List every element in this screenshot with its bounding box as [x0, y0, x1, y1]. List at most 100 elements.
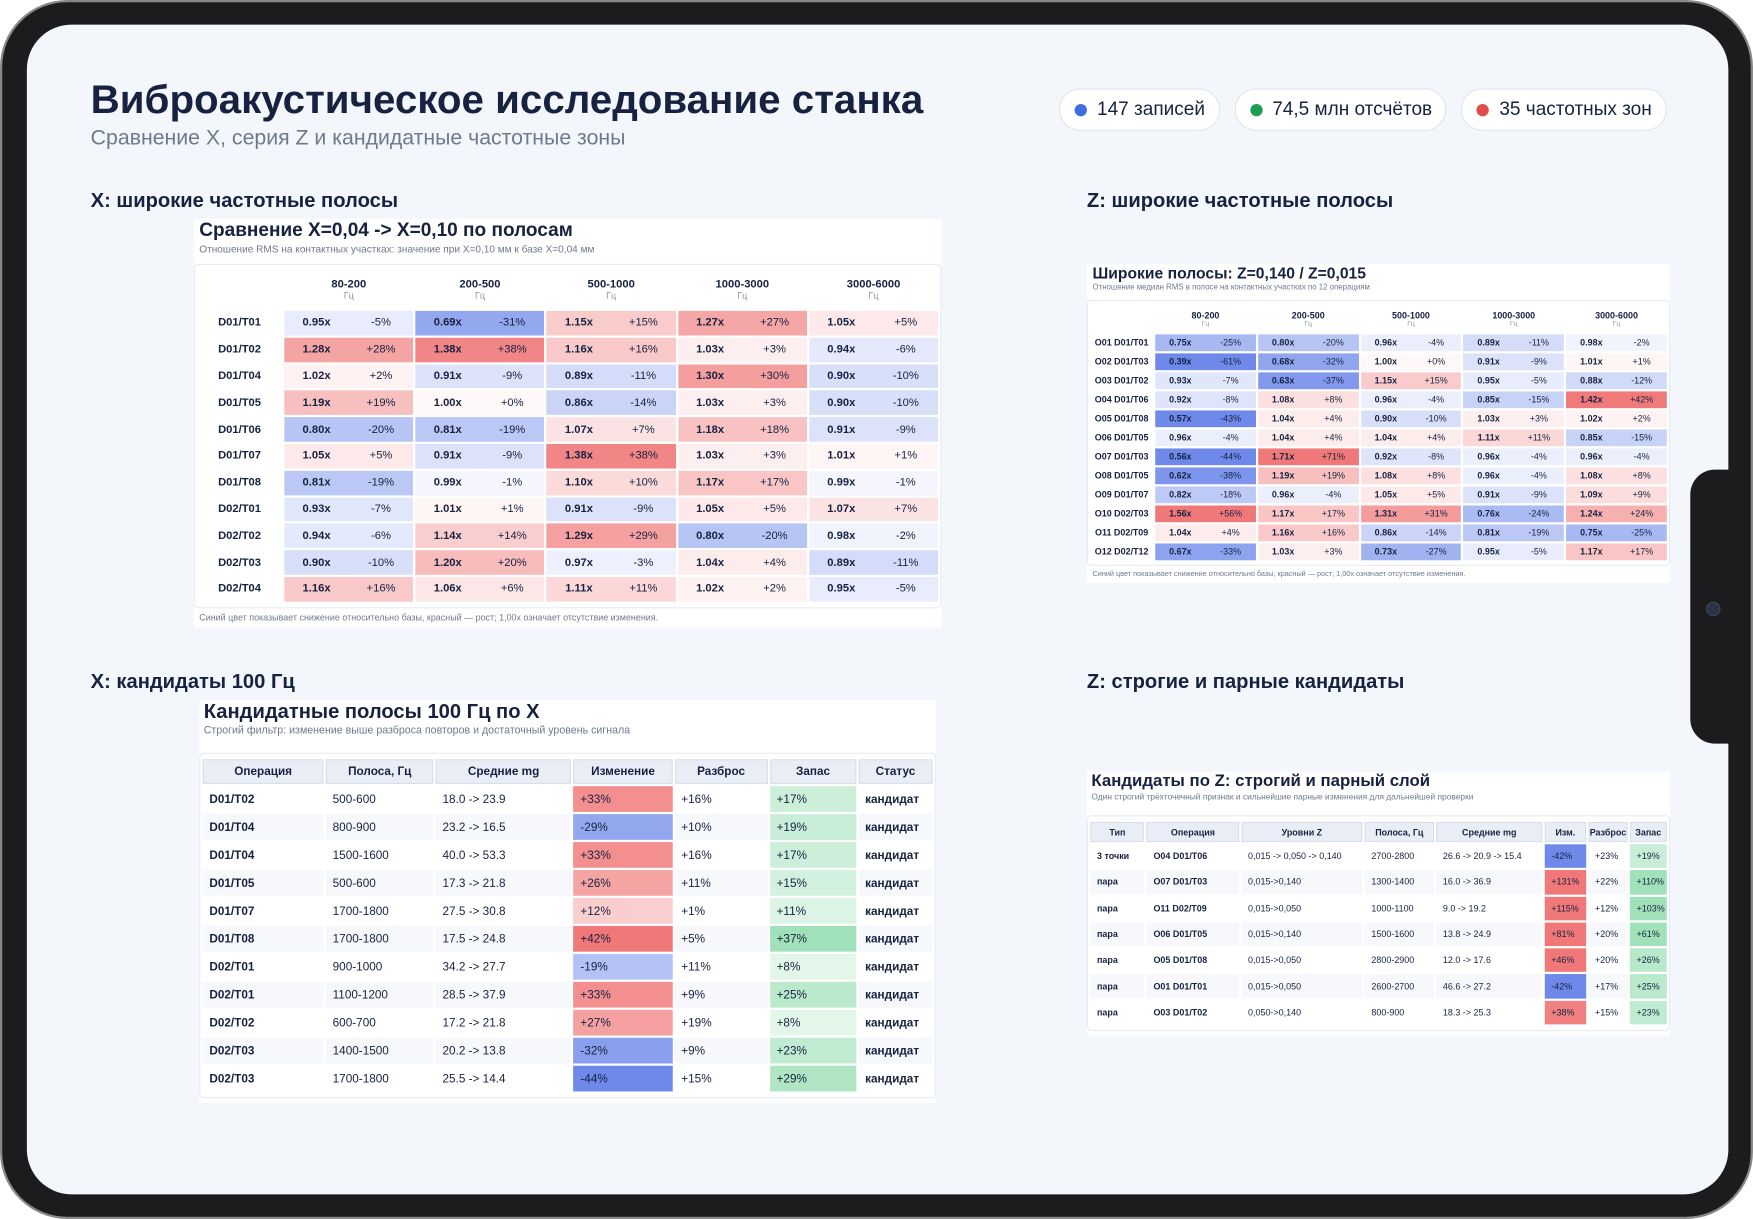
cell: 800-900 [325, 814, 434, 840]
heat-cell: 1.27x +27% [677, 310, 807, 336]
ratio: 0.81x [433, 423, 462, 436]
change: +14% [497, 529, 527, 543]
change: -14% [630, 396, 657, 410]
heat-cell: 0.88x -12% [1566, 372, 1667, 390]
change: +28% [366, 343, 396, 356]
change: -6% [371, 529, 391, 543]
band-unit: Гц [1407, 320, 1415, 328]
ratio: 0.96x [1169, 432, 1192, 443]
cell: D02/T01 [202, 981, 324, 1008]
ratio: 1.03x [1477, 413, 1500, 424]
heat-cell: 0.91x -9% [809, 417, 939, 442]
header-row: 80-200 Гц 200-500 Гц 500-1000 Гц 1000-3000 Гц 30… [1090, 305, 1666, 332]
cell: +15% [769, 870, 857, 896]
ratio: 0.90x [302, 556, 331, 569]
cell: +19% [1629, 844, 1667, 869]
column-header: Изменение [573, 759, 673, 784]
badge-dot [1249, 103, 1263, 116]
change: -24% [1528, 508, 1550, 519]
heat-cell: 0.39x -61% [1155, 353, 1256, 371]
cell: -42% [1544, 974, 1587, 999]
ratio: 1.56x [1169, 508, 1192, 519]
heat-cell: 1.71x +71% [1257, 448, 1359, 466]
heat-cell: 1.04x +4% [1257, 410, 1359, 428]
change: +27% [760, 316, 790, 330]
change: +20% [497, 556, 527, 569]
page-title: Виброакустическое исследование станка [90, 76, 924, 122]
heat-cell: 1.06x +6% [415, 577, 545, 602]
ratio: 0.97x [564, 556, 593, 569]
cell: 25.5 -> 14.4 [442, 1071, 506, 1086]
column-header: Операция [1146, 821, 1240, 843]
heat-cell: 0.69x -31% [415, 310, 545, 336]
cell: D01/T02 [209, 792, 255, 806]
heat-cell: 0.90x -10% [809, 364, 939, 389]
heat-cell: 0.89x -11% [1463, 334, 1565, 352]
cell: 13.8 -> 24.9 [1436, 922, 1543, 947]
change: -15% [1631, 432, 1653, 443]
badge: 147 записей [1058, 88, 1220, 131]
note: Синий цвет показывает снижение относител… [199, 612, 659, 623]
column-header: 3000-6000 Гц [809, 271, 938, 309]
change: -2% [895, 529, 916, 543]
heat-cell: 1.29x +29% [546, 523, 676, 549]
cell: +16% [681, 848, 712, 862]
ratio: 0.96x [1374, 337, 1398, 348]
heat-cell: 0.81x -19% [1463, 524, 1565, 542]
cell: +25% [1629, 974, 1667, 999]
ratio: 0.96x [1271, 489, 1295, 500]
cell: O11 D02/T09 [1153, 903, 1207, 914]
heat-cell: 1.04x +4% [1360, 429, 1462, 447]
row: пара O05 D01/T08 0,015->0,050 2800-2900 12.0… [1090, 948, 1667, 973]
heat-cell: 0.91x -9% [1463, 353, 1565, 371]
heat-cell: 1.05x +5% [677, 497, 807, 522]
row: O09 D01/T07 0.82x -18% 0.96x -4% 1.05x +5% 0.91… [1090, 486, 1667, 504]
ratio: 1.01x [1580, 356, 1603, 367]
cell: 26.6 -> 20.9 -> 15.4 [1442, 851, 1522, 862]
cell: +61% [1629, 922, 1667, 947]
cell: +11% [769, 897, 857, 924]
section-heading: X: кандидаты 100 Гц [90, 669, 295, 693]
row: O11 D02/T09 1.04x +4% 1.16x +16% 0.86x -14% 0.8… [1090, 524, 1667, 542]
cell: 18.0 -> 23.9 [442, 792, 506, 806]
heat-cell: 0.95x -5% [809, 577, 939, 602]
heat-cell: 1.07x +7% [546, 417, 676, 442]
ratio: 0.92x [1169, 394, 1192, 405]
cell: кандидат [865, 960, 920, 974]
ratio: 0.88x [1580, 375, 1603, 386]
cell: D01/T04 [202, 814, 324, 840]
ratio: 0.80x [696, 529, 725, 543]
cell: 0,015->0,050 [1248, 903, 1302, 914]
heat-cell: 1.03x +3% [677, 390, 807, 416]
change: +4% [1427, 432, 1446, 443]
heat-cell: 0.93x -7% [284, 497, 414, 522]
heat-cell: 1.42x +42% [1566, 391, 1667, 409]
ratio: 1.15x [564, 316, 593, 330]
cell: 1700-1800 [332, 1071, 389, 1086]
heat-cell: 1.08x +8% [1257, 391, 1359, 409]
heat-cell: 0.91x -9% [415, 364, 545, 389]
heat-cell: 1.02x +2% [677, 577, 807, 602]
cell: 2800-2900 [1371, 955, 1415, 966]
change: -37% [1322, 375, 1344, 386]
ratio: 1.08x [1271, 394, 1295, 405]
camera [1705, 601, 1721, 617]
column-header: 80-200 Гц [284, 271, 413, 309]
cell: D02/T03 [209, 1071, 255, 1086]
ratio: 1.38x [433, 343, 462, 356]
cell: 3 точки [1097, 851, 1130, 862]
cell: 1000-1100 [1371, 903, 1414, 914]
ratio: 0.94x [827, 343, 856, 356]
column-header: Полоса, Гц [325, 759, 434, 784]
row: D01/T04 1500-1600 40.0 -> 53.3 +33% +16% +17%… [203, 842, 933, 868]
change: -1% [895, 476, 916, 489]
column-header: 500-1000 Гц [547, 271, 676, 309]
change: -4% [1530, 470, 1547, 481]
change: +19% [366, 396, 396, 410]
heat-cell: 0.85x -15% [1566, 429, 1667, 447]
heat-cell: 1.38x +38% [546, 443, 676, 469]
row: D01/T08 0.81x -19% 0.99x -1% 1.10x +10% 1.17x +1… [197, 470, 939, 495]
row: пара O11 D02/T09 0,015->0,050 1000-1100 9.0 … [1090, 896, 1667, 921]
ratio: 1.03x [1271, 546, 1295, 557]
change: +15% [1424, 375, 1448, 386]
